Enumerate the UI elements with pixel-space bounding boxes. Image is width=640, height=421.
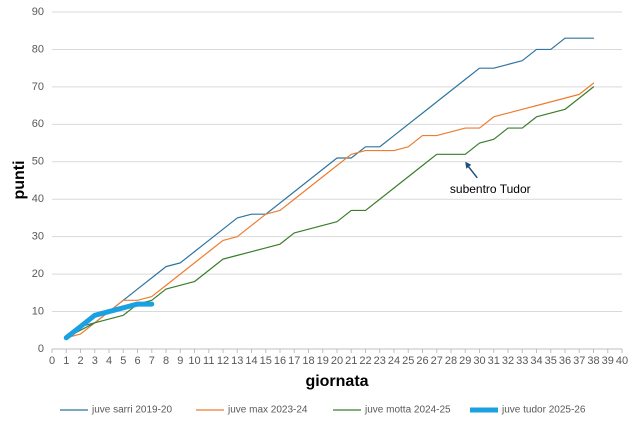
y-tick-label: 20 bbox=[32, 268, 44, 280]
x-tick-label: 24 bbox=[388, 355, 400, 367]
annotation-text: subentro Tudor bbox=[450, 182, 531, 196]
x-axis-title: giornata bbox=[305, 373, 368, 390]
x-tick-label: 39 bbox=[602, 355, 614, 367]
y-tick-label: 30 bbox=[32, 231, 44, 243]
y-tick-label: 50 bbox=[32, 156, 44, 168]
series-line bbox=[65, 37, 595, 339]
y-tick-label: 80 bbox=[32, 43, 44, 55]
series-line bbox=[63, 301, 155, 341]
x-tick-label: 27 bbox=[431, 355, 443, 367]
x-tick-label: 12 bbox=[217, 355, 229, 367]
x-tick-label: 38 bbox=[587, 355, 599, 367]
y-tick-label: 10 bbox=[32, 305, 44, 317]
x-tick-label: 20 bbox=[331, 355, 343, 367]
x-tick-label: 17 bbox=[288, 355, 300, 367]
x-tick-label: 31 bbox=[488, 355, 500, 367]
x-tick-label: 37 bbox=[573, 355, 585, 367]
x-tick-label: 8 bbox=[163, 355, 169, 367]
x-tick-label: 21 bbox=[345, 355, 357, 367]
x-tick-label: 36 bbox=[559, 355, 571, 367]
x-tick-label: 3 bbox=[92, 355, 98, 367]
y-tick-label: 0 bbox=[38, 343, 44, 355]
x-tick-label: 11 bbox=[203, 355, 214, 367]
x-tick-label: 6 bbox=[134, 355, 140, 367]
x-tick-label: 13 bbox=[231, 355, 243, 367]
y-axis-title: punti bbox=[11, 160, 28, 199]
x-tick-label: 7 bbox=[149, 355, 155, 367]
x-tick-label: 35 bbox=[545, 355, 557, 367]
annotation-arrowhead bbox=[465, 161, 472, 169]
x-tick-label: 34 bbox=[530, 355, 542, 367]
y-tick-label: 40 bbox=[32, 193, 44, 205]
legend-label: juve max 2023-24 bbox=[227, 405, 308, 416]
x-tick-label: 16 bbox=[274, 355, 286, 367]
x-tick-label: 18 bbox=[302, 355, 314, 367]
series-line bbox=[65, 86, 595, 339]
legend-label: juve sarri 2019-20 bbox=[91, 405, 172, 416]
x-tick-label: 40 bbox=[616, 355, 628, 367]
y-tick-label: 90 bbox=[32, 6, 44, 18]
x-tick-label: 30 bbox=[473, 355, 485, 367]
x-tick-label: 32 bbox=[502, 355, 514, 367]
series-line bbox=[65, 82, 595, 339]
x-tick-label: 23 bbox=[374, 355, 386, 367]
x-tick-label: 10 bbox=[188, 355, 200, 367]
y-tick-label: 60 bbox=[32, 118, 44, 130]
legend-label: juve motta 2024-25 bbox=[364, 405, 451, 416]
x-tick-label: 0 bbox=[49, 355, 55, 367]
x-tick-label: 14 bbox=[245, 355, 257, 367]
x-tick-label: 15 bbox=[260, 355, 272, 367]
x-tick-label: 9 bbox=[177, 355, 183, 367]
x-tick-label: 19 bbox=[317, 355, 329, 367]
legend-label: juve tudor 2025-26 bbox=[501, 405, 586, 416]
x-tick-label: 29 bbox=[459, 355, 471, 367]
x-tick-label: 1 bbox=[63, 355, 69, 367]
x-tick-label: 4 bbox=[106, 355, 112, 367]
x-tick-label: 28 bbox=[445, 355, 457, 367]
x-tick-label: 33 bbox=[516, 355, 528, 367]
x-tick-label: 25 bbox=[402, 355, 414, 367]
x-tick-label: 22 bbox=[359, 355, 371, 367]
y-tick-label: 70 bbox=[32, 81, 44, 93]
x-tick-label: 5 bbox=[120, 355, 126, 367]
x-tick-label: 2 bbox=[77, 355, 83, 367]
x-tick-label: 26 bbox=[416, 355, 428, 367]
